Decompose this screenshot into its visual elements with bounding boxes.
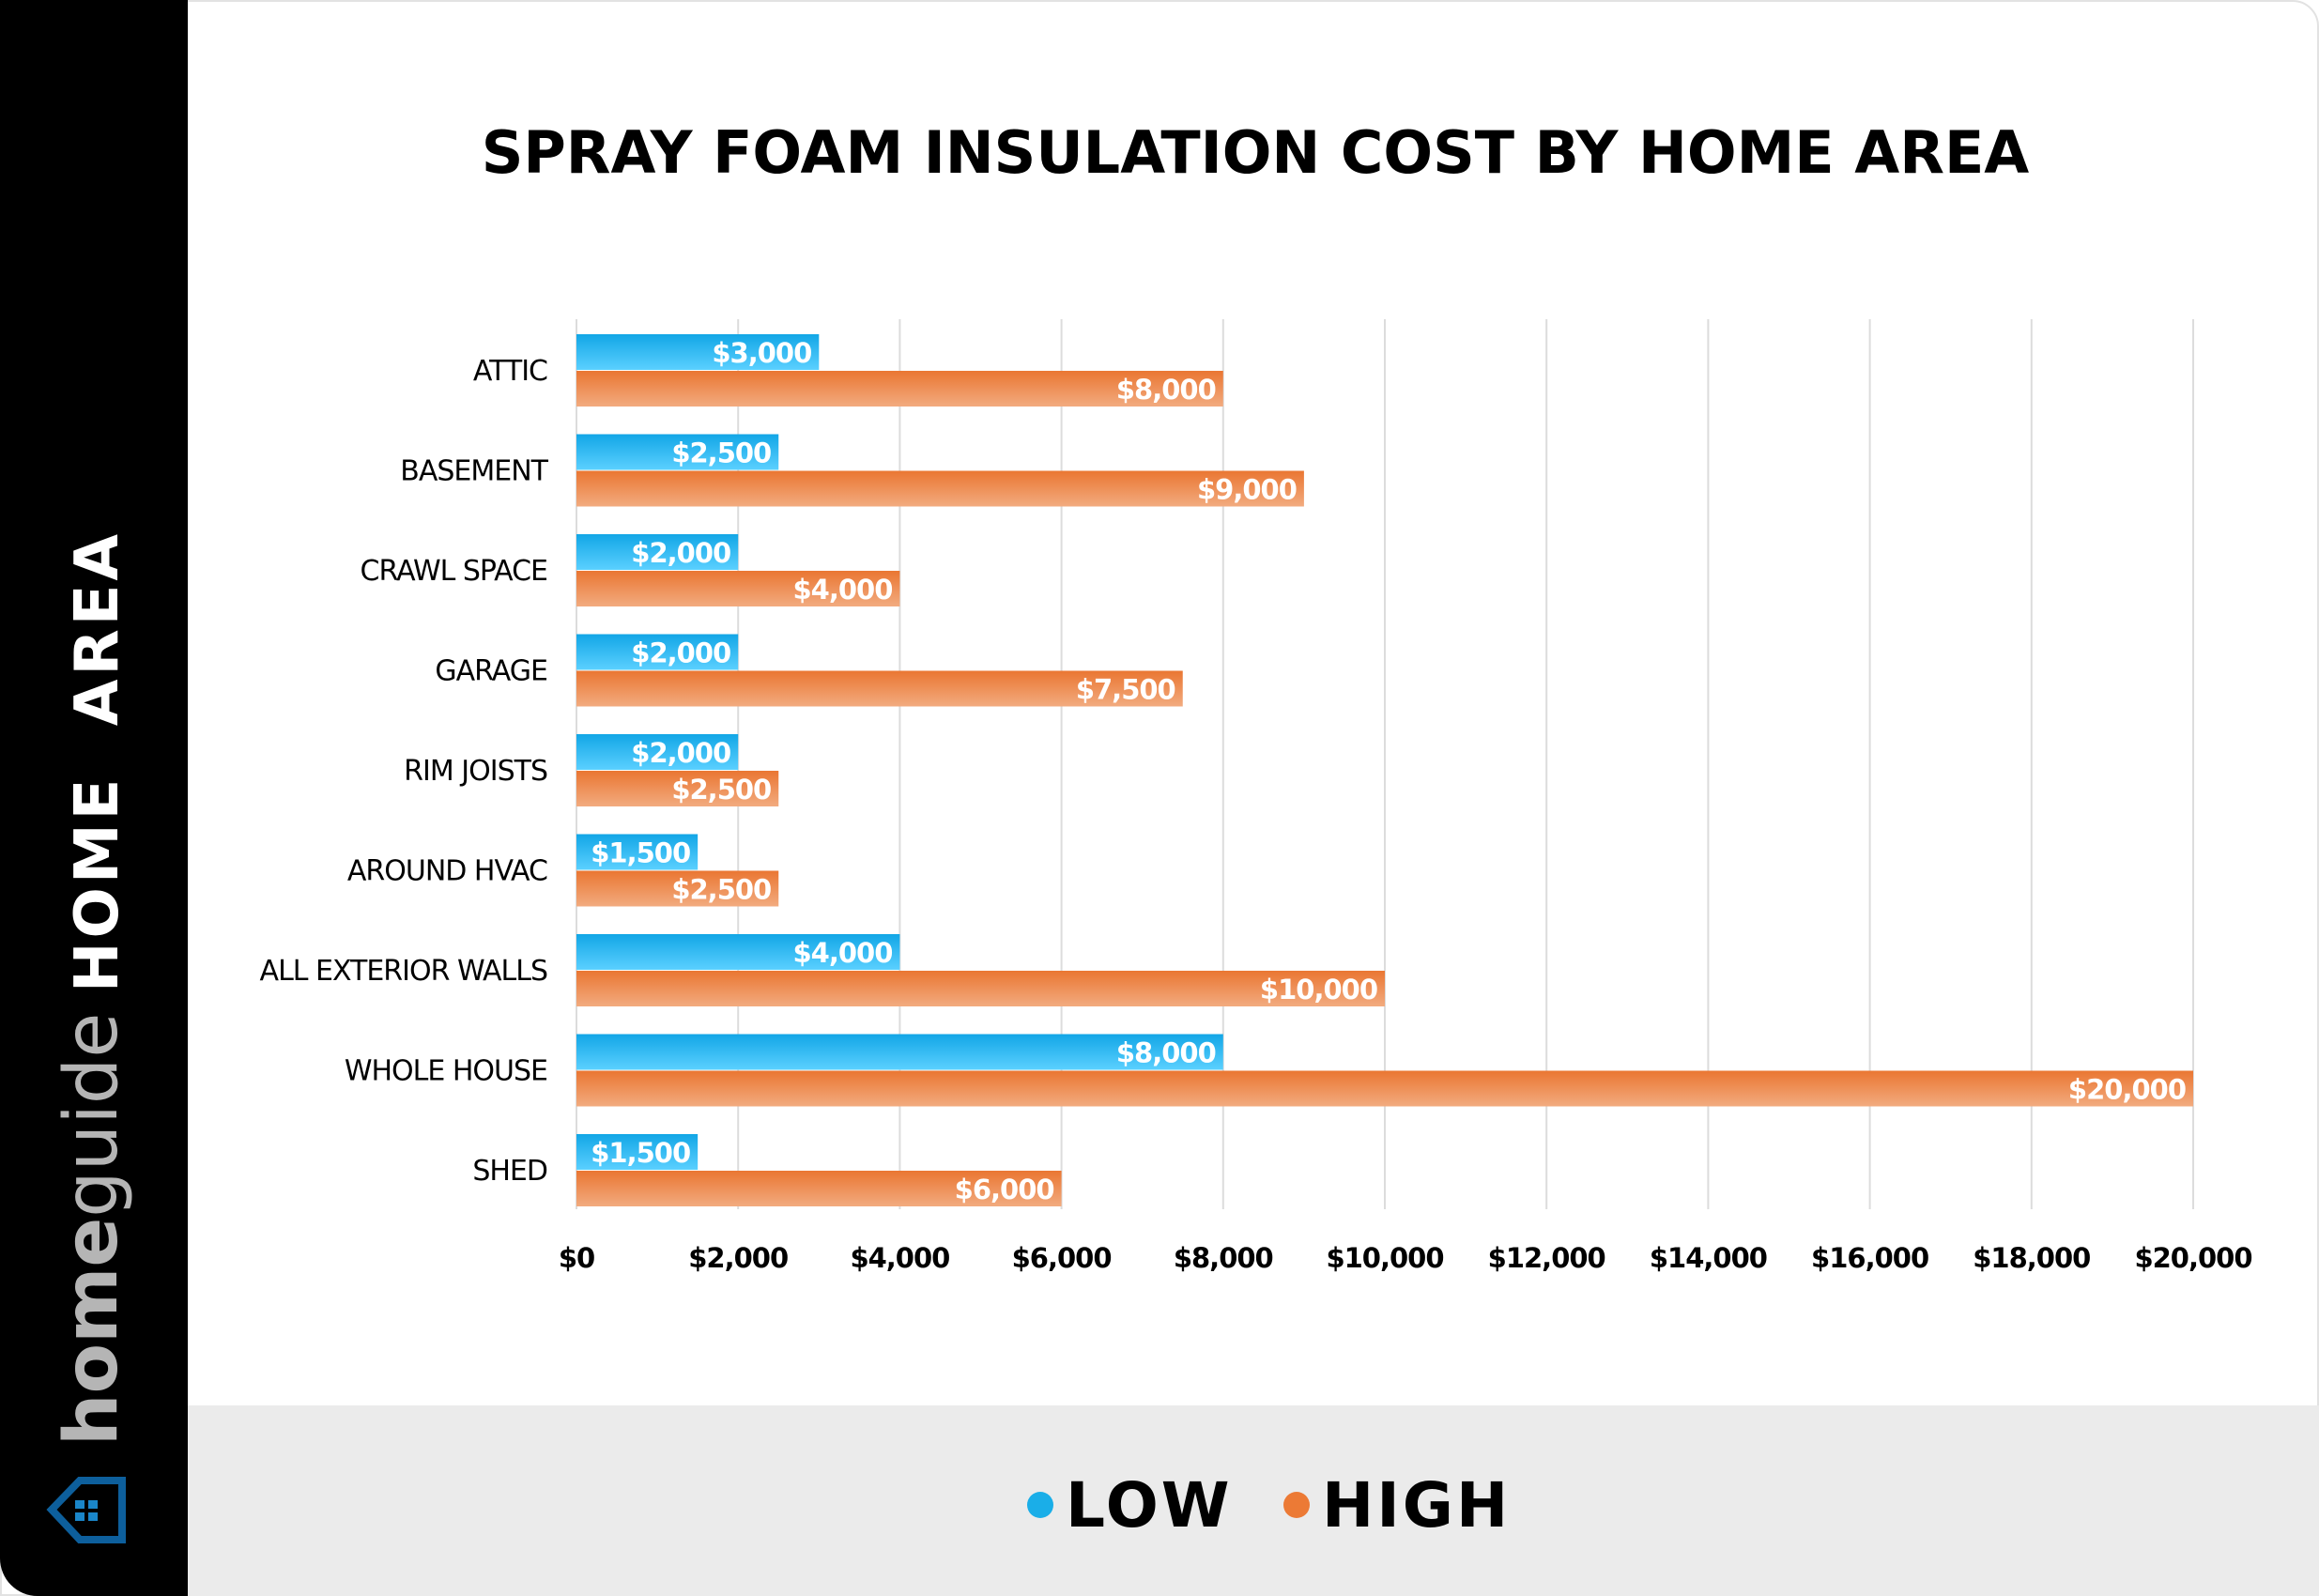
bar-low bbox=[576, 1134, 699, 1170]
x-tick-label: $16,000 bbox=[1811, 1242, 1928, 1274]
bar-low bbox=[576, 934, 900, 970]
bar-high bbox=[576, 1171, 1062, 1206]
x-tick-label: $4,000 bbox=[850, 1242, 949, 1274]
house-icon bbox=[46, 1477, 126, 1543]
x-tick-label: $6,000 bbox=[1012, 1242, 1112, 1274]
category-label: GARAGE bbox=[435, 655, 547, 688]
x-tick-label: $10,000 bbox=[1326, 1242, 1443, 1274]
data-label-low: $2,000 bbox=[631, 537, 730, 569]
data-label-low: $4,000 bbox=[792, 937, 892, 969]
category-label: SHED bbox=[472, 1155, 547, 1188]
x-tick-label: $18,000 bbox=[1973, 1242, 2090, 1274]
x-tick-label: $8,000 bbox=[1174, 1242, 1273, 1274]
data-label-high: $2,500 bbox=[671, 774, 771, 806]
bar-low bbox=[576, 1034, 1223, 1070]
bar-low bbox=[576, 834, 699, 870]
data-label-low: $2,000 bbox=[631, 737, 730, 769]
bar-high bbox=[576, 371, 1223, 407]
bar-low bbox=[576, 534, 739, 570]
category-label: ATTIC bbox=[473, 355, 547, 388]
data-label-high: $4,000 bbox=[792, 574, 892, 606]
data-label-low: $3,000 bbox=[712, 337, 811, 369]
legend-high-marker bbox=[1283, 1492, 1310, 1518]
category-label: WHOLE HOUSE bbox=[345, 1055, 547, 1088]
data-label-high: $6,000 bbox=[955, 1174, 1054, 1205]
data-label-low: $1,500 bbox=[591, 837, 690, 869]
legend: LOW HIGH bbox=[1027, 1469, 1511, 1542]
legend-high-label: HIGH bbox=[1322, 1469, 1511, 1542]
bar-low bbox=[576, 334, 820, 370]
category-label: AROUND HVAC bbox=[347, 855, 547, 888]
data-label-high: $7,500 bbox=[1076, 674, 1175, 706]
data-label-high: $9,000 bbox=[1197, 474, 1297, 506]
homeguide-logo: homeguide bbox=[46, 1013, 134, 1543]
bar-high bbox=[576, 571, 900, 606]
logo-text: homeguide bbox=[50, 1013, 134, 1446]
category-label: CRAWL SPACE bbox=[361, 555, 548, 588]
category-label: RIM JOISTS bbox=[404, 755, 547, 788]
data-label-high: $10,000 bbox=[1260, 974, 1377, 1005]
x-tick-label: $12,000 bbox=[1488, 1242, 1605, 1274]
sidebar bbox=[0, 0, 188, 1596]
data-label-low: $2,500 bbox=[671, 437, 771, 469]
x-tick-label: $0 bbox=[559, 1242, 594, 1274]
x-tick-label: $14,000 bbox=[1650, 1242, 1767, 1274]
data-label-high: $2,500 bbox=[671, 874, 771, 906]
bar-high bbox=[576, 771, 779, 806]
bar-low bbox=[576, 734, 739, 770]
legend-low-marker bbox=[1027, 1492, 1053, 1518]
data-label-low: $1,500 bbox=[591, 1137, 690, 1169]
category-label: BASEMENT bbox=[400, 455, 548, 488]
data-label-low: $8,000 bbox=[1116, 1037, 1216, 1069]
legend-low-label: LOW bbox=[1066, 1469, 1233, 1542]
legend-band bbox=[188, 1405, 2319, 1596]
bar-high bbox=[576, 670, 1183, 707]
bar-high bbox=[576, 971, 1385, 1006]
data-label-low: $2,000 bbox=[631, 637, 730, 669]
data-label-high: $8,000 bbox=[1116, 374, 1216, 406]
chart-title: SPRAY FOAM INSULATION COST BY HOME AREA bbox=[482, 118, 2030, 187]
bar-high bbox=[576, 470, 1304, 507]
bar-high bbox=[576, 870, 779, 907]
bar-high bbox=[576, 1070, 2193, 1107]
x-tick-label: $20,000 bbox=[2134, 1242, 2251, 1274]
y-axis-title: HOME AREA bbox=[63, 530, 132, 992]
bar-low bbox=[576, 434, 779, 470]
category-label: ALL EXTERIOR WALLS bbox=[260, 955, 547, 988]
x-tick-label: $2,000 bbox=[688, 1242, 788, 1274]
bar-low bbox=[576, 634, 739, 670]
data-label-high: $20,000 bbox=[2068, 1074, 2186, 1106]
